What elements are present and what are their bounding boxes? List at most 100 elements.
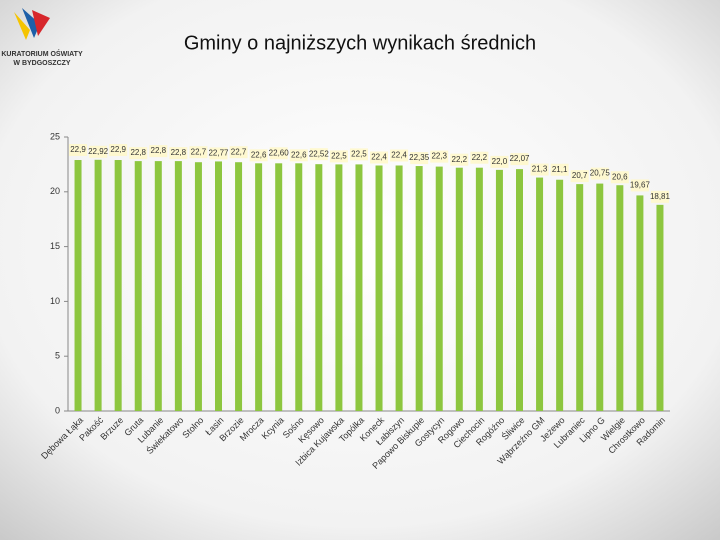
- data-label-bg: [289, 149, 308, 162]
- data-label-bg: [570, 170, 589, 183]
- bar: [435, 166, 443, 411]
- bar: [596, 183, 604, 411]
- data-label: 22,07: [509, 154, 530, 163]
- data-label-bg: [329, 150, 348, 163]
- bar: [636, 195, 644, 411]
- bar: [616, 185, 624, 411]
- data-label-bg: [430, 150, 449, 163]
- data-label-bg: [610, 171, 629, 184]
- bar: [556, 179, 564, 411]
- bar: [315, 164, 323, 411]
- y-tick-label: 10: [50, 296, 60, 306]
- data-label: 22,6: [251, 150, 267, 159]
- data-label: 22,52: [309, 149, 330, 158]
- data-label: 22,4: [391, 151, 407, 160]
- bar: [395, 165, 403, 411]
- data-label: 22,92: [88, 147, 109, 156]
- bar: [536, 177, 544, 411]
- data-label-bg: [450, 153, 469, 166]
- bar: [475, 167, 483, 411]
- data-label-bg: [390, 149, 409, 162]
- data-label-bg: [630, 179, 649, 192]
- data-label: 22,3: [431, 152, 447, 161]
- bar: [375, 165, 383, 411]
- y-tick-label: 15: [50, 241, 60, 251]
- bar: [576, 184, 584, 411]
- data-label: 22,4: [371, 153, 387, 162]
- data-label: 22,77: [208, 149, 229, 158]
- data-label: 22,2: [452, 155, 468, 164]
- bar: [134, 161, 142, 411]
- data-label: 22,7: [191, 147, 207, 156]
- logo-text: KURATORIUM OŚWIATY: [1, 49, 83, 58]
- bar: [335, 164, 343, 411]
- data-label: 22,5: [331, 152, 347, 161]
- data-label-bg: [169, 147, 188, 160]
- y-tick-label: 0: [55, 405, 60, 415]
- data-label-bg: [590, 167, 609, 180]
- data-label: 19,67: [630, 181, 651, 190]
- data-label-bg: [349, 148, 368, 161]
- y-tick-label: 20: [50, 186, 60, 196]
- data-label: 22,6: [291, 150, 307, 159]
- bar: [295, 163, 303, 411]
- bar: [235, 162, 243, 411]
- bar: [455, 167, 463, 411]
- data-label: 18,81: [650, 192, 671, 201]
- bar: [415, 166, 423, 411]
- data-label-bg: [149, 145, 168, 158]
- data-label: 22,7: [231, 147, 247, 156]
- data-label-bg: [309, 148, 328, 161]
- data-label: 21,3: [532, 165, 548, 174]
- bar: [656, 204, 664, 411]
- data-label: 22,9: [110, 145, 126, 154]
- bar: [194, 162, 202, 411]
- data-label: 21,1: [552, 165, 568, 174]
- data-label-bg: [209, 147, 228, 160]
- bar: [154, 161, 162, 411]
- bar: [94, 159, 102, 411]
- logo: KURATORIUM OŚWIATY W BYDGOSZCZY: [1, 8, 83, 67]
- data-label: 22,5: [351, 150, 367, 159]
- data-label: 22,8: [130, 148, 146, 157]
- data-label-bg: [370, 151, 389, 164]
- data-label-bg: [189, 146, 208, 159]
- bar: [255, 163, 263, 411]
- y-tick-label: 5: [55, 351, 60, 361]
- data-label-bg: [229, 146, 248, 159]
- data-label-bg: [490, 155, 509, 168]
- bar: [74, 160, 82, 411]
- data-label-bg: [109, 144, 128, 157]
- data-label: 22,8: [171, 148, 187, 157]
- data-label: 22,8: [151, 146, 167, 155]
- bar: [355, 164, 363, 411]
- data-label: 22,2: [472, 153, 488, 162]
- y-tick-label: 25: [50, 131, 60, 141]
- chart-title: Gminy o najniższych wynikach średnich: [184, 32, 536, 54]
- data-label-bg: [410, 152, 429, 165]
- data-label-bg: [510, 153, 529, 166]
- bar: [215, 161, 222, 411]
- data-label: 22,9: [70, 145, 86, 154]
- data-label: 20,7: [572, 171, 588, 180]
- data-label: 22,60: [269, 148, 290, 157]
- data-label-bg: [269, 147, 288, 160]
- bar: [495, 169, 503, 411]
- data-label-bg: [530, 163, 549, 176]
- data-label: 22,0: [492, 157, 508, 166]
- bar: [275, 163, 283, 411]
- data-label-bg: [249, 149, 268, 162]
- bar: [174, 161, 182, 411]
- logo-text: W BYDGOSZCZY: [13, 60, 70, 67]
- data-label-bg: [650, 190, 669, 203]
- bar: [516, 169, 523, 411]
- bar: [114, 160, 122, 411]
- data-label: 20,6: [612, 172, 628, 181]
- data-label-bg: [69, 144, 88, 157]
- data-label-bg: [129, 147, 148, 160]
- data-label: 20,75: [590, 169, 611, 178]
- data-label-bg: [89, 145, 108, 158]
- data-label: 22,35: [409, 153, 430, 162]
- data-label-bg: [550, 163, 569, 176]
